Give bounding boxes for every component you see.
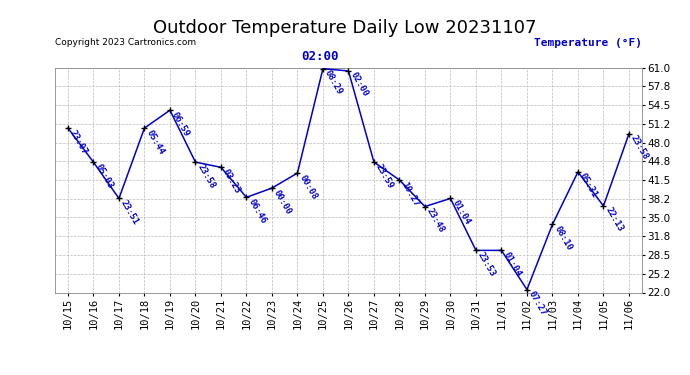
Text: 06:59: 06:59 (170, 110, 191, 138)
Text: 23:53: 23:53 (476, 251, 497, 278)
Text: 08:10: 08:10 (553, 224, 573, 252)
Text: 02:00: 02:00 (348, 71, 370, 99)
Text: 07:27: 07:27 (527, 290, 548, 317)
Text: Outdoor Temperature Daily Low 20231107: Outdoor Temperature Daily Low 20231107 (153, 19, 537, 37)
Text: 00:00: 00:00 (272, 188, 293, 216)
Text: 02:00: 02:00 (302, 50, 339, 63)
Text: 01:04: 01:04 (451, 198, 472, 226)
Text: 08:29: 08:29 (323, 69, 344, 96)
Text: 22:13: 22:13 (604, 206, 624, 234)
Text: 10:27: 10:27 (400, 180, 421, 208)
Text: 23:58: 23:58 (629, 134, 650, 162)
Text: 23:58: 23:58 (195, 162, 217, 190)
Text: 00:08: 00:08 (297, 173, 319, 201)
Text: 05:44: 05:44 (144, 128, 166, 156)
Text: 05:03: 05:03 (93, 162, 115, 190)
Text: 23:07: 23:07 (68, 128, 89, 156)
Text: Copyright 2023 Cartronics.com: Copyright 2023 Cartronics.com (55, 38, 197, 47)
Text: 06:46: 06:46 (246, 197, 268, 225)
Text: 03:23: 03:23 (221, 167, 242, 195)
Text: Temperature (°F): Temperature (°F) (533, 38, 642, 48)
Text: 05:31: 05:31 (578, 172, 599, 200)
Text: 23:48: 23:48 (425, 207, 446, 234)
Text: 01:04: 01:04 (502, 251, 523, 278)
Text: 23:59: 23:59 (374, 162, 395, 190)
Text: 23:51: 23:51 (119, 198, 140, 226)
